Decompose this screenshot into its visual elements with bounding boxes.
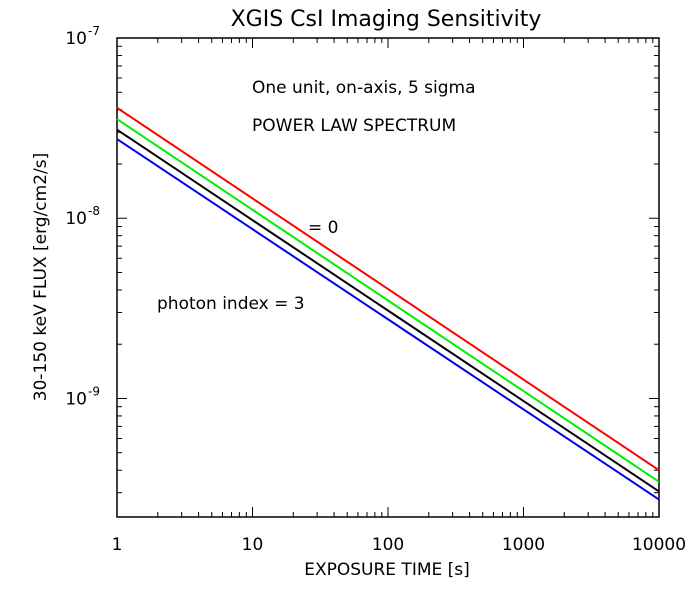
x-tick-labels: 1 10 100 1000 10000	[112, 535, 686, 555]
y-axis-label: 30-150 keV FLUX [erg/cm2/s]	[31, 153, 51, 401]
y-tick-exponent: -8	[88, 204, 100, 218]
major-ticks	[116, 37, 660, 517]
x-tick-label: 10000	[632, 535, 686, 555]
y-tick-labels: 10-710-810-9	[65, 24, 100, 409]
series-line-2	[116, 128, 660, 493]
series-line-0	[116, 106, 660, 472]
series-lines	[116, 106, 660, 501]
x-tick-label: 1000	[502, 535, 545, 555]
y-tick-label: 10	[65, 389, 87, 409]
y-tick-label: 10	[65, 209, 87, 229]
chart-title: XGIS CsI Imaging Sensitivity	[231, 7, 542, 32]
series-line-3	[116, 138, 660, 501]
y-tick-label: 10	[65, 29, 87, 49]
annotation-sigma: One unit, on-axis, 5 sigma	[252, 78, 476, 98]
minor-ticks	[117, 38, 659, 517]
y-tick-exponent: -9	[88, 384, 100, 398]
annotation-index-top: = 0	[308, 218, 338, 238]
annotation-index-bottom: photon index = 3	[157, 294, 305, 314]
annotation-spectrum: POWER LAW SPECTRUM	[252, 116, 456, 136]
x-tick-label: 10	[242, 535, 264, 555]
x-tick-label: 100	[372, 535, 404, 555]
x-axis-label: EXPOSURE TIME [s]	[304, 560, 470, 580]
series-line-1	[116, 118, 660, 483]
y-tick-exponent: -7	[88, 24, 100, 38]
x-tick-label: 1	[112, 535, 123, 555]
